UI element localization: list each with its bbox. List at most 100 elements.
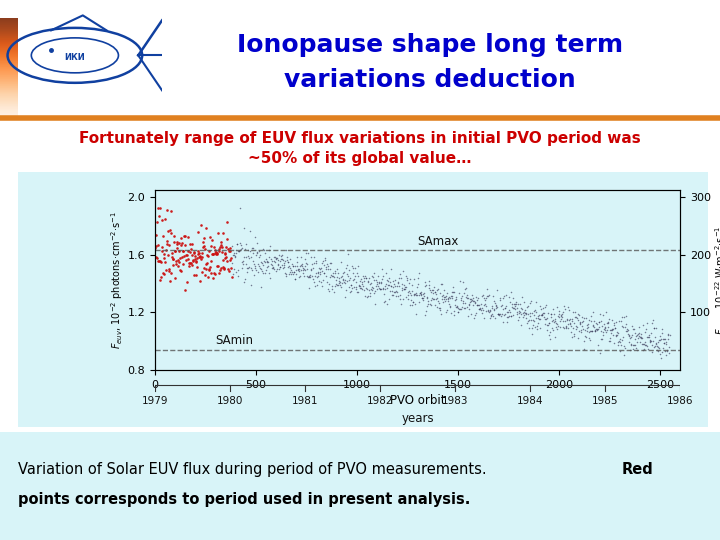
Point xyxy=(624,338,635,346)
Point xyxy=(161,206,173,214)
Point xyxy=(579,326,590,334)
Point xyxy=(568,330,580,339)
Point xyxy=(499,309,510,318)
Point xyxy=(609,324,621,333)
Point xyxy=(294,267,305,275)
Point xyxy=(264,242,276,251)
Point xyxy=(472,301,484,309)
Point xyxy=(466,295,477,303)
Point xyxy=(484,307,495,315)
Point xyxy=(648,343,660,352)
Point xyxy=(181,278,193,286)
Point xyxy=(230,253,241,261)
Point xyxy=(576,322,588,331)
Point xyxy=(346,284,358,293)
X-axis label: PVO orbit: PVO orbit xyxy=(390,394,445,407)
Point xyxy=(644,337,656,346)
Point xyxy=(561,321,572,330)
Point xyxy=(328,272,340,281)
Point xyxy=(453,308,464,316)
Point xyxy=(547,325,559,334)
Point xyxy=(634,338,646,346)
Point xyxy=(337,275,348,284)
Point xyxy=(467,296,479,305)
Point xyxy=(382,276,393,285)
Point xyxy=(286,266,297,274)
Point xyxy=(292,258,303,266)
Point xyxy=(608,321,619,329)
Point xyxy=(348,282,360,291)
Point xyxy=(618,350,629,359)
Point xyxy=(613,336,625,345)
Point xyxy=(649,323,660,332)
Point xyxy=(228,269,239,278)
Point xyxy=(154,256,166,265)
Point xyxy=(396,280,408,289)
Point xyxy=(618,342,630,350)
Point xyxy=(198,242,210,251)
Point xyxy=(437,291,449,299)
Point xyxy=(403,278,415,287)
Point xyxy=(634,333,646,341)
Point xyxy=(279,257,291,266)
Point xyxy=(202,273,213,281)
Point xyxy=(274,262,286,271)
Point xyxy=(595,309,606,318)
Point xyxy=(523,323,534,332)
Point xyxy=(223,247,235,255)
Point xyxy=(433,304,445,313)
Point xyxy=(413,268,425,277)
Point xyxy=(238,260,249,268)
Point xyxy=(286,260,297,268)
Point xyxy=(343,250,354,259)
Point xyxy=(549,315,561,323)
Point xyxy=(498,311,510,320)
Point xyxy=(517,313,528,321)
Point xyxy=(237,264,248,272)
Point xyxy=(420,293,432,302)
Point xyxy=(512,308,523,316)
Point xyxy=(459,284,471,293)
Point xyxy=(651,342,662,350)
Point xyxy=(652,338,664,346)
Point xyxy=(280,270,292,279)
Point xyxy=(483,291,495,299)
Point xyxy=(331,273,343,281)
Point xyxy=(612,329,624,338)
Point xyxy=(381,284,392,293)
Point xyxy=(488,306,500,314)
Point xyxy=(290,266,302,274)
Point xyxy=(456,302,468,311)
Point xyxy=(249,262,261,271)
Point xyxy=(216,247,228,256)
Point xyxy=(595,327,606,335)
Point xyxy=(608,339,620,347)
Point xyxy=(493,309,505,318)
Point xyxy=(402,294,414,303)
Point xyxy=(597,331,608,340)
Point xyxy=(269,253,281,261)
Point xyxy=(176,234,187,242)
Point xyxy=(516,293,528,301)
Point xyxy=(190,258,202,266)
Point xyxy=(610,331,621,340)
Point xyxy=(356,278,367,286)
Point xyxy=(313,277,325,286)
Point xyxy=(258,256,269,265)
Point xyxy=(273,251,284,259)
Point xyxy=(472,295,483,304)
Point xyxy=(297,260,308,268)
Point xyxy=(397,266,409,275)
Point xyxy=(446,287,457,296)
Point xyxy=(417,290,428,299)
Point xyxy=(415,289,426,298)
Point xyxy=(536,311,547,320)
Point xyxy=(432,294,444,303)
Point xyxy=(590,319,602,328)
Text: 1981: 1981 xyxy=(292,396,318,406)
Point xyxy=(231,240,243,248)
Point xyxy=(243,254,255,262)
Point xyxy=(371,278,382,286)
Point xyxy=(218,265,230,273)
Point xyxy=(356,279,368,288)
